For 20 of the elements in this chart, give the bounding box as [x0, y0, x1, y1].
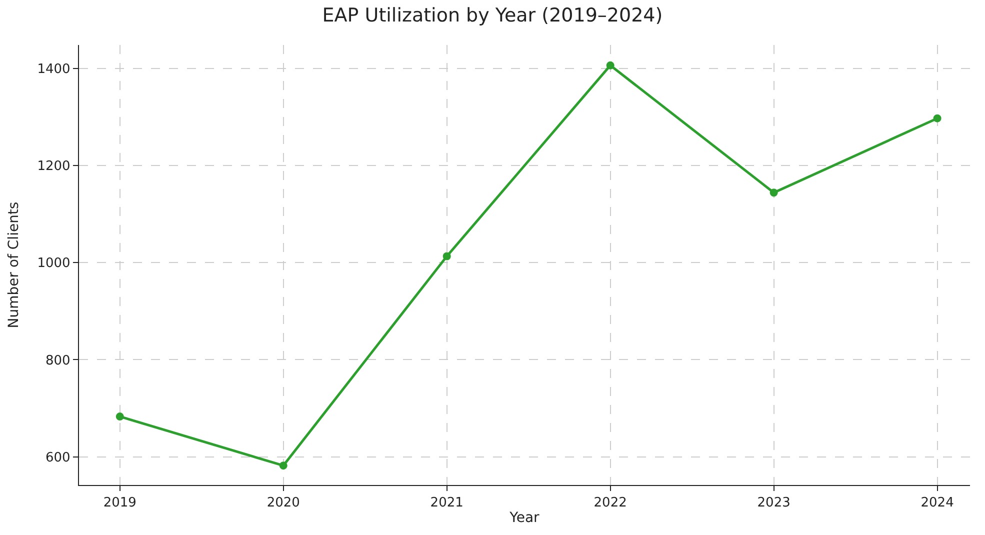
x-tick-label: 2020: [266, 496, 300, 511]
y-tick-label: 1400: [37, 62, 70, 77]
point: [933, 114, 942, 122]
y-tick-label: 600: [45, 450, 70, 466]
x-tick-label: 2021: [430, 496, 464, 511]
y-tick-label: 1000: [37, 256, 70, 272]
x-axis-title: Year: [508, 510, 540, 526]
point: [279, 462, 288, 470]
y-tick-label: 800: [45, 353, 70, 368]
point: [606, 61, 614, 70]
x-tick-label: 2024: [920, 496, 954, 511]
y-tick-label: 1200: [37, 158, 70, 174]
y-axis-title: Number of Clients: [6, 202, 22, 328]
point: [770, 188, 778, 197]
chart-title: EAP Utilization by Year (2019–2024): [322, 4, 663, 26]
point: [116, 412, 124, 421]
x-tick-label: 2022: [594, 496, 627, 511]
point: [442, 252, 451, 260]
x-tick-label: 2019: [103, 496, 136, 511]
x-tick-label: 2023: [757, 496, 790, 511]
